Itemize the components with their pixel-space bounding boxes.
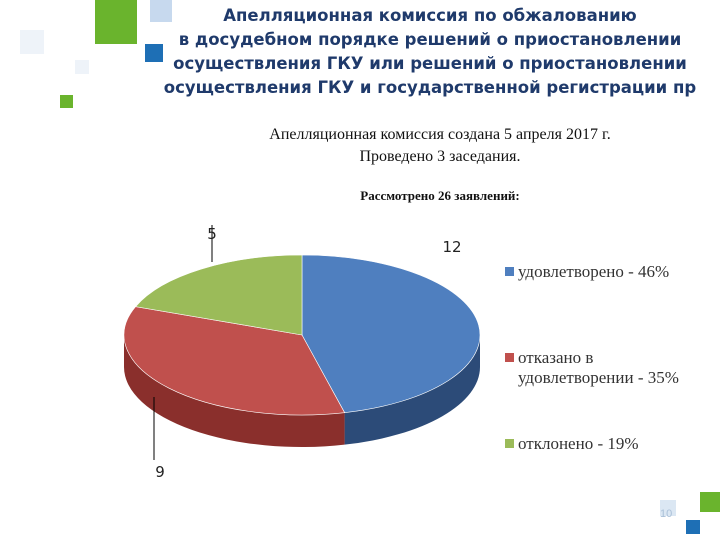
- slide-title: Апелляционная комиссия по обжалованию в …: [150, 4, 710, 100]
- legend-item-rejected: отклонено - 19%: [505, 434, 639, 454]
- legend-swatch: [505, 353, 514, 362]
- deco-square-green-small: [60, 95, 73, 108]
- slide-title-line: Апелляционная комиссия по обжалованию: [223, 6, 637, 25]
- slide-title-line: осуществления ГКУ и государственной реги…: [163, 78, 697, 97]
- pie-slice: [301, 254, 481, 413]
- deco-square-green-large: [95, 0, 137, 44]
- legend-swatch: [505, 267, 514, 276]
- chart-title: Рассмотрено 26 заявлений:: [360, 188, 520, 203]
- page-number: 10: [660, 508, 673, 520]
- pie-tops: [123, 254, 481, 416]
- deco-square-blue: [145, 44, 163, 62]
- legend-swatch: [505, 439, 514, 448]
- deco-square-corner-light: [660, 500, 676, 516]
- pie-slice: [134, 254, 303, 336]
- pie-data-label: 9: [155, 463, 165, 481]
- pie-data-label: 5: [207, 225, 217, 243]
- deco-square-faint-2: [75, 60, 89, 74]
- legend-label: удовлетворено - 46%: [518, 262, 669, 282]
- legend-label: отказано в удовлетворении - 35%: [518, 348, 679, 388]
- pie-slice-side: [124, 335, 345, 447]
- legend-item-refused: отказано в удовлетворении - 35%: [505, 348, 679, 388]
- legend-label-line: отказано в: [518, 348, 594, 367]
- legend-label-line: удовлетворении - 35%: [518, 368, 679, 387]
- pie-slice: [123, 306, 346, 416]
- legend-label-line: отклонено - 19%: [518, 434, 639, 453]
- pie-slice-side: [344, 335, 480, 445]
- pie-sides: [124, 335, 480, 447]
- deco-square-faint-1: [20, 30, 44, 54]
- info-line-meetings: Проведено 3 заседания.: [359, 148, 521, 165]
- commission-info: Апелляционная комиссия создана 5 апреля …: [200, 124, 680, 168]
- legend-label-line: удовлетворено - 46%: [518, 262, 670, 281]
- slide-title-line: осуществления ГКУ или решений о приостан…: [173, 54, 687, 73]
- pie-data-labels: 12 9 5: [153, 225, 462, 481]
- pie-data-label: 12: [442, 238, 461, 256]
- info-line-created: Апелляционная комиссия создана 5 апреля …: [269, 126, 611, 143]
- legend-item-satisfied: удовлетворено - 46%: [505, 262, 669, 282]
- legend-label: отклонено - 19%: [518, 434, 639, 454]
- deco-square-corner-blue: [686, 520, 700, 534]
- deco-square-light-blue: [150, 0, 172, 22]
- slide-title-line: в досудебном порядке решений о приостано…: [178, 30, 682, 49]
- deco-square-corner-green: [700, 492, 720, 512]
